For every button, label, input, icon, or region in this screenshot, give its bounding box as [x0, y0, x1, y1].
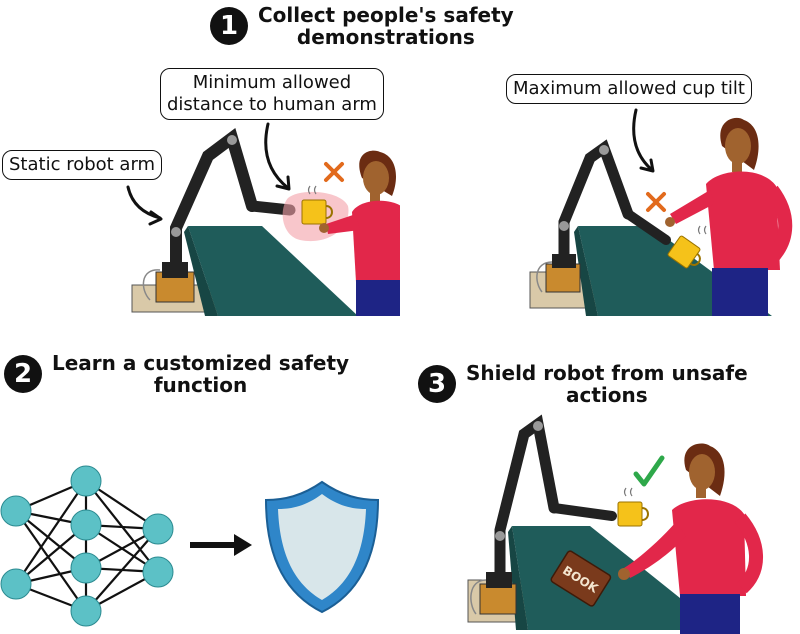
table [188, 226, 358, 316]
person [319, 150, 400, 316]
scene-distance-demo [126, 122, 400, 316]
robot-arm [558, 139, 671, 264]
table [512, 526, 720, 630]
robot-mount [479, 583, 517, 615]
cup-icon [667, 235, 701, 269]
step-3-badge: 3 [418, 365, 456, 403]
step-3-title: Shield robot from unsafe actions [466, 361, 748, 407]
arrow-right-icon [190, 534, 252, 556]
robot-arm [494, 414, 617, 580]
neural-network-icon [0, 465, 174, 627]
x-mark-icon [324, 162, 344, 182]
person [665, 117, 793, 316]
step-2-badge: 2 [4, 355, 42, 393]
scene-shielded-robot: BOOK [467, 414, 763, 634]
callout-min-distance: Minimum allowed distance to human arm [160, 68, 384, 120]
step-3-header: 3 Shield robot from unsafe actions [418, 362, 748, 406]
step-1-title: Collect people's safety demonstrations [258, 3, 514, 49]
scene-tilt-demo [529, 108, 793, 316]
pointer-arrow-static-arm [126, 185, 163, 226]
callout-static-robot-arm: Static robot arm [2, 150, 163, 180]
shield-icon [264, 480, 380, 614]
cup-icon [301, 185, 333, 225]
robot-mount [545, 263, 581, 293]
step-1-header: 1 Collect people's safety demonstrations [210, 4, 514, 48]
step-2-header: 2 Learn a customized safety function [4, 352, 349, 396]
cup-icon [617, 487, 649, 527]
book: BOOK [550, 550, 612, 607]
callout-max-cup-tilt: Maximum allowed cup tilt [506, 74, 752, 104]
x-mark-icon [646, 192, 666, 212]
person [618, 443, 763, 634]
step-2-title: Learn a customized safety function [52, 351, 350, 397]
check-mark-icon [633, 455, 665, 487]
scene-learn-safety-function [0, 465, 380, 627]
pointer-arrow-max-tilt [632, 108, 655, 173]
pointer-arrow-min-distance [264, 122, 291, 191]
step-1-badge: 1 [210, 7, 248, 45]
